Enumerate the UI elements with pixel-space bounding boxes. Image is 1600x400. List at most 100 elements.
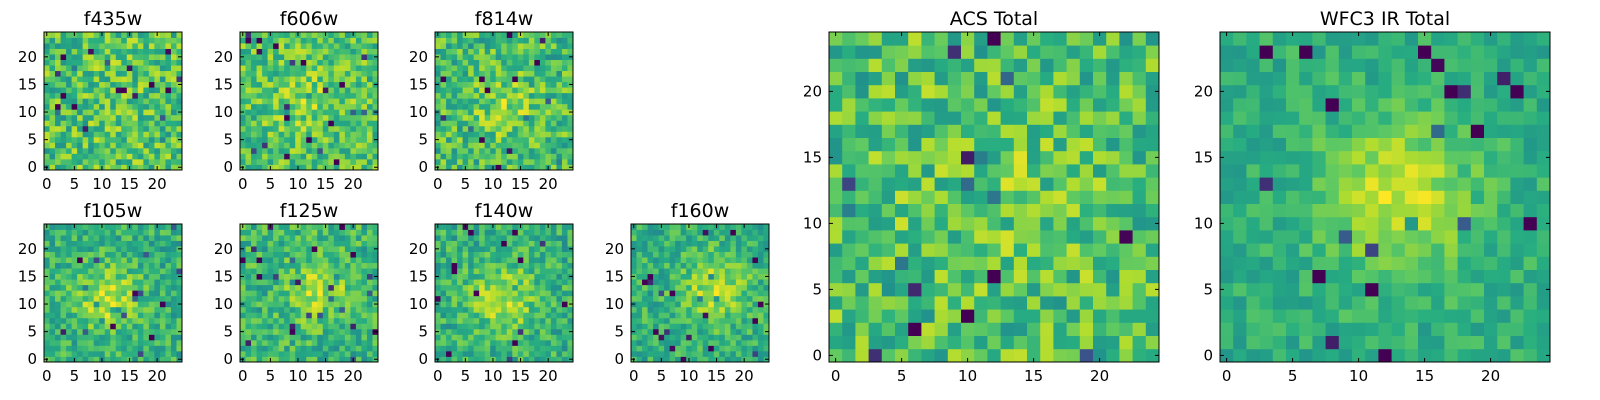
heatmap-cell [110, 290, 117, 297]
heatmap-cell [451, 92, 458, 99]
heatmap-cell [66, 235, 72, 241]
heatmap-cell [724, 301, 731, 308]
heatmap-cell [372, 345, 379, 352]
heatmap-cell [561, 81, 568, 88]
heatmap-cell [741, 339, 748, 346]
heatmap-cell [752, 246, 759, 252]
heatmap-cell [159, 114, 166, 121]
heatmap-cell [446, 246, 452, 252]
heatmap-cell [49, 48, 56, 55]
heatmap-cell [93, 98, 100, 105]
heatmap-cell [473, 48, 480, 55]
heatmap-cell [675, 290, 682, 297]
heatmap-cell [110, 81, 117, 88]
heatmap-cell [457, 257, 463, 264]
heatmap-cell [159, 103, 166, 110]
heatmap-cell [170, 103, 177, 110]
heatmap-cell [1119, 164, 1133, 178]
heatmap-cell [295, 43, 302, 49]
heatmap-cell [44, 350, 50, 357]
heatmap-cell [82, 32, 89, 38]
heatmap-cell [1106, 348, 1120, 363]
heatmap-cell [517, 257, 524, 264]
heatmap-cell [708, 301, 715, 308]
heatmap-cell [273, 262, 280, 269]
heatmap-cell [484, 125, 491, 132]
heatmap-cell [306, 295, 313, 302]
heatmap-cell [132, 43, 139, 49]
heatmap-cell [517, 295, 524, 302]
heatmap-cell [344, 312, 351, 319]
heatmap-cell [1106, 216, 1120, 231]
heatmap-cell [344, 339, 351, 346]
heatmap-cell [713, 240, 720, 247]
heatmap-cell [77, 317, 84, 324]
heatmap-cell [457, 356, 463, 363]
heatmap-cell [262, 350, 268, 357]
heatmap-cell [636, 317, 643, 324]
x-tick-label: 10 [679, 367, 698, 385]
heatmap-cell [664, 334, 671, 341]
heatmap-cell [1132, 348, 1147, 363]
heatmap-cell [322, 350, 329, 357]
heatmap-cell [868, 322, 883, 336]
heatmap-cell [55, 295, 61, 302]
heatmap-cell [99, 334, 106, 341]
heatmap-cell [137, 164, 144, 171]
heatmap-cell [245, 339, 252, 346]
heatmap-cell [757, 284, 764, 291]
heatmap-cell [300, 268, 307, 275]
heatmap-cell [170, 37, 177, 44]
heatmap-cell [262, 136, 268, 143]
heatmap-cell [550, 257, 557, 264]
heatmap-cell [1093, 190, 1107, 204]
heatmap-cell [289, 350, 296, 357]
heatmap-cells [631, 224, 770, 363]
heatmap-cell [528, 295, 535, 302]
heatmap-cell [88, 158, 95, 165]
heatmap-cell [311, 284, 318, 291]
heatmap-cell [517, 37, 524, 44]
heatmap-cell [355, 109, 362, 116]
heatmap-cell [176, 290, 183, 297]
heatmap-cell [99, 339, 106, 346]
heatmap-cell [473, 301, 480, 308]
heatmap-cell [708, 268, 715, 275]
heatmap-cell [361, 235, 368, 241]
heatmap-cell [757, 339, 764, 346]
heatmap-cell [691, 334, 698, 341]
heatmap-cell [77, 334, 84, 341]
heatmap-cell [284, 81, 291, 88]
heatmap-cell [121, 147, 128, 154]
heatmap-cell [121, 290, 128, 297]
heatmap-cell [311, 323, 318, 330]
heatmap-cell [251, 268, 257, 275]
heatmap-cell [170, 48, 177, 55]
x-tick-label: 10 [483, 175, 502, 193]
heatmap-cell [495, 164, 502, 171]
heatmap-cell [132, 262, 139, 269]
heatmap-cell [1066, 216, 1081, 231]
heatmap-cell [60, 43, 67, 49]
heatmap-cell [512, 295, 519, 302]
heatmap-cell [669, 290, 676, 297]
heatmap-cell [757, 301, 764, 308]
heatmap-cell [126, 87, 133, 94]
heatmap-cell [479, 98, 486, 105]
heatmap-cell [251, 306, 257, 313]
heatmap-cell [763, 334, 770, 341]
heatmap-cell [300, 164, 307, 171]
heatmap-cell [328, 312, 335, 319]
heatmap-cell [702, 251, 709, 258]
heatmap-cell [495, 125, 502, 132]
heatmap-cell [306, 142, 313, 149]
heatmap-cell [273, 246, 280, 252]
heatmap-cell [154, 317, 161, 324]
heatmap-cell [317, 339, 324, 346]
heatmap-cell [1040, 335, 1054, 350]
heatmap-cell [757, 262, 764, 269]
heatmap-cell [730, 356, 737, 363]
heatmap-cell [262, 103, 268, 110]
heatmap-cell [121, 257, 128, 264]
heatmap-cell [495, 92, 502, 99]
